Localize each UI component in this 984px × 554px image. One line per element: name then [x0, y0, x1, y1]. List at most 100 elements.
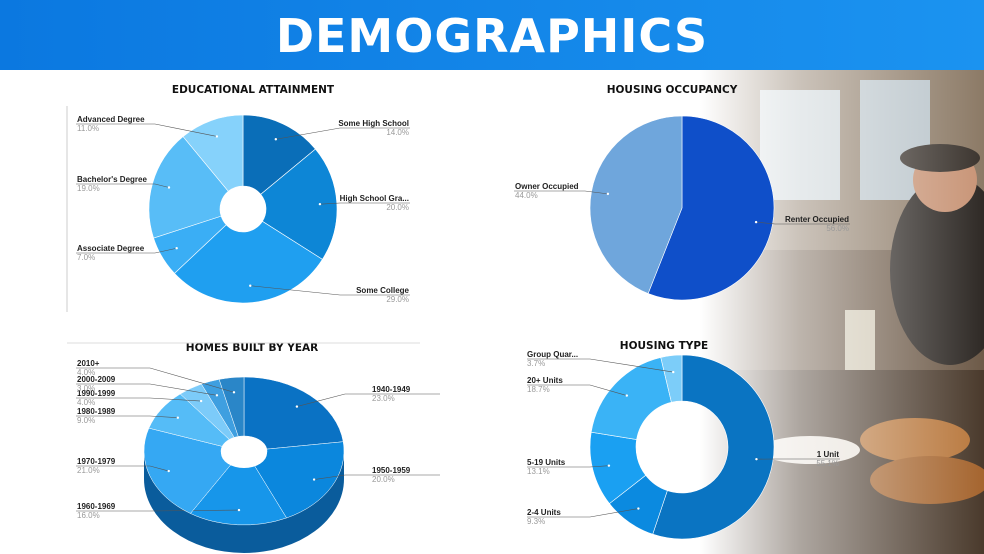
- leader-line-2000-2009: [76, 383, 217, 396]
- chart-title: HOUSING TYPE: [620, 340, 708, 352]
- slice-marker-2000-2009: [215, 394, 219, 397]
- slice-value-advanced-degree: 11.0%: [77, 124, 99, 133]
- slice-label-2010: 2010+: [77, 359, 100, 368]
- slice-label-1960-1969: 1960-1969: [77, 502, 116, 511]
- slice-value-20-units: 18.7%: [527, 385, 550, 394]
- slice-marker-1950-1959: [312, 478, 316, 481]
- page-title: DEMOGRAPHICS: [275, 9, 709, 63]
- slice-label-2-4-units: 2-4 Units: [527, 508, 561, 517]
- slice-value-2-4-units: 9.3%: [527, 517, 545, 526]
- pie-slice-high-school-gra: [260, 148, 338, 260]
- slice-value-1980-1989: 9.0%: [77, 416, 95, 425]
- leader-line-owner-occupied: [514, 190, 608, 195]
- slice-label-owner-occupied: Owner Occupied: [515, 182, 579, 191]
- slice-marker-1990-1999: [199, 399, 203, 403]
- pie-slice-renter-occupied: [647, 115, 775, 301]
- slice-label-some-high-school: Some High School: [338, 119, 409, 128]
- slice-value-1960-1969: 16.0%: [77, 511, 100, 520]
- leader-line-high-school-gra: [319, 202, 410, 205]
- slice-label-20-units: 20+ Units: [527, 376, 563, 385]
- leader-line-1950-1959: [314, 474, 440, 480]
- slice-marker-1960-1969: [237, 508, 241, 512]
- slice-value-bachelor-s-degree: 19.0%: [77, 184, 100, 193]
- slice-marker-2-4-units: [637, 507, 640, 510]
- pie-slice-bachelor-s-degree: [148, 136, 229, 239]
- pie-slice-1-unit: [652, 354, 775, 540]
- slice-label-1990-1999: 1990-1999: [77, 389, 116, 398]
- slice-marker-some-high-school: [274, 138, 278, 141]
- leader-line-some-college: [250, 285, 410, 296]
- slice-label-advanced-degree: Advanced Degree: [77, 115, 145, 124]
- slice-marker-1970-1979: [167, 469, 170, 473]
- leader-line-renter-occupied: [756, 221, 850, 225]
- slice-label-1-unit: 1 Unit: [817, 450, 840, 459]
- header-banner: DEMOGRAPHICS: [0, 0, 984, 70]
- donut-hole: [221, 438, 267, 468]
- leader-line-1980-1989: [76, 415, 178, 419]
- slice-label-bachelor-s-degree: Bachelor's Degree: [77, 175, 147, 184]
- slice-value-group-quar: 3.7%: [527, 359, 545, 368]
- slice-marker-high-school-gra: [318, 202, 322, 206]
- leader-line-advanced-degree: [76, 123, 217, 137]
- slice-label-1940-1949: 1940-1949: [372, 385, 411, 394]
- slice-value-some-high-school: 14.0%: [386, 128, 409, 137]
- slice-value-1-unit: 55.1%: [816, 459, 839, 468]
- slice-label-high-school-gra: High School Gra...: [340, 194, 409, 203]
- slice-value-owner-occupied: 44.0%: [515, 191, 538, 200]
- leader-line-associate-degree: [76, 247, 177, 254]
- slice-label-1970-1979: 1970-1979: [77, 457, 116, 466]
- leader-line-1970-1979: [76, 465, 169, 472]
- slice-marker-renter-occupied: [754, 220, 758, 224]
- slice-label-renter-occupied: Renter Occupied: [785, 215, 849, 224]
- chart-title: HOMES BUILT BY YEAR: [186, 342, 318, 354]
- slice-marker-some-college: [249, 284, 252, 287]
- slice-label-1980-1989: 1980-1989: [77, 407, 116, 416]
- slice-value-2000-2009: 3.0%: [77, 384, 95, 393]
- slice-value-associate-degree: 7.0%: [77, 253, 95, 262]
- slice-marker-owner-occupied: [606, 192, 610, 196]
- pie-slice-some-high-school: [242, 114, 316, 195]
- pie-slice-owner-occupied: [589, 115, 683, 294]
- slice-value-2010: 4.0%: [77, 368, 95, 377]
- slice-label-associate-degree: Associate Degree: [77, 244, 145, 253]
- pie-slice-2010: [218, 376, 245, 437]
- slice-value-renter-occupied: 56.0%: [826, 224, 849, 233]
- slice-label-1950-1959: 1950-1959: [372, 466, 411, 475]
- slice-marker-group-quar: [672, 370, 675, 374]
- slice-marker-bachelor-s-degree: [167, 186, 171, 189]
- slice-marker-20-units: [625, 394, 629, 397]
- slice-label-group-quar: Group Quar...: [527, 350, 578, 359]
- slice-value-1940-1949: 23.0%: [372, 394, 395, 403]
- chart-title: EDUCATIONAL ATTAINMENT: [172, 84, 335, 96]
- leader-line-1990-1999: [76, 397, 202, 402]
- slice-marker-1980-1989: [176, 416, 180, 419]
- slice-value-high-school-gra: 20.0%: [386, 203, 409, 212]
- leader-line-5-19-units: [527, 465, 609, 468]
- leader-line-1960-1969: [76, 509, 239, 512]
- leader-line-group-quar: [527, 358, 674, 373]
- slice-marker-1940-1949: [295, 405, 299, 408]
- slice-marker-1-unit: [755, 457, 758, 461]
- slice-value-1950-1959: 20.0%: [372, 475, 395, 484]
- pie-slice-group-quar: [660, 354, 683, 403]
- leader-line-some-high-school: [275, 127, 410, 140]
- pie-slice-some-college: [174, 220, 323, 304]
- pie-3d-side: [144, 451, 344, 553]
- slice-marker-2010: [232, 391, 236, 394]
- leader-line-2010: [76, 367, 235, 393]
- slice-label-some-college: Some College: [356, 286, 409, 295]
- chart-title: HOUSING OCCUPANCY: [607, 84, 738, 96]
- leader-line-20-units: [527, 384, 627, 396]
- leader-line-2-4-units: [527, 508, 639, 518]
- slice-value-1970-1979: 21.0%: [77, 466, 100, 475]
- slice-marker-advanced-degree: [215, 135, 219, 138]
- slice-label-2000-2009: 2000-2009: [77, 375, 116, 384]
- slice-label-5-19-units: 5-19 Units: [527, 458, 566, 467]
- slice-value-5-19-units: 13.1%: [527, 467, 550, 476]
- slice-value-1990-1999: 4.0%: [77, 398, 95, 407]
- chart-educational-attainment: EDUCATIONAL ATTAINMENT Some High School14…: [66, 84, 410, 312]
